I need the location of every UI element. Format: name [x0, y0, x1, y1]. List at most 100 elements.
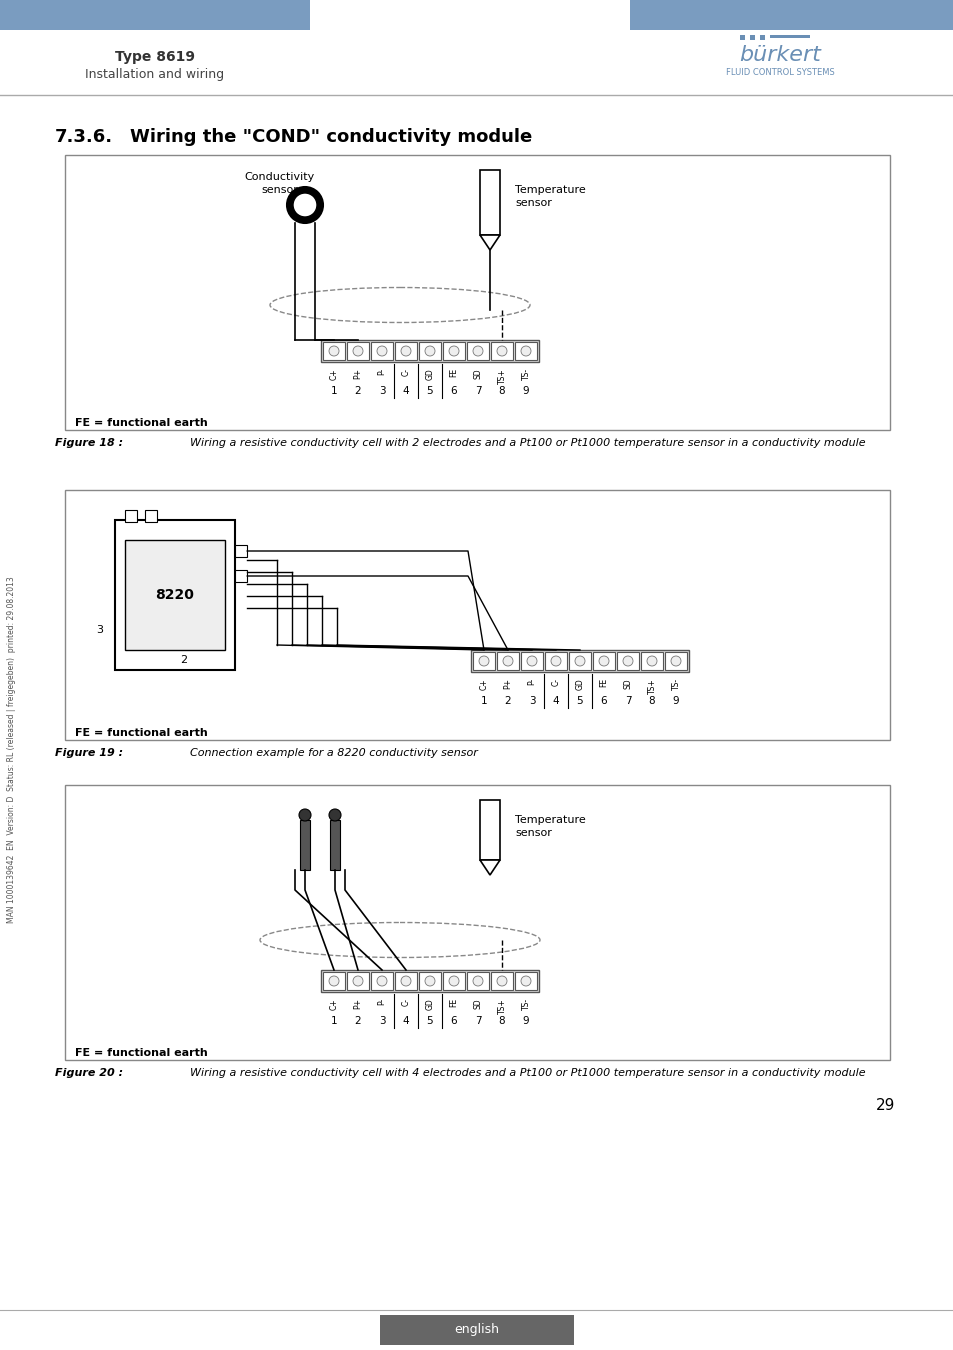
Text: C+: C+ — [329, 369, 338, 379]
Circle shape — [424, 976, 435, 986]
Text: FE = functional earth: FE = functional earth — [75, 418, 208, 428]
Circle shape — [353, 976, 363, 986]
Bar — [515, 342, 537, 360]
Polygon shape — [479, 235, 499, 250]
Bar — [347, 342, 369, 360]
Text: sensor: sensor — [515, 198, 551, 208]
Text: FE: FE — [449, 998, 458, 1007]
Text: bürkert: bürkert — [739, 45, 821, 65]
Bar — [479, 170, 499, 235]
Bar — [467, 972, 489, 990]
Bar — [145, 510, 157, 522]
Circle shape — [298, 809, 311, 821]
Text: TS+: TS+ — [497, 998, 506, 1014]
Bar — [617, 652, 639, 670]
Text: 6: 6 — [450, 386, 456, 396]
Bar — [544, 652, 566, 670]
Text: 5: 5 — [576, 697, 582, 706]
Text: 9: 9 — [522, 386, 529, 396]
Circle shape — [376, 346, 387, 356]
Text: Wiring a resistive conductivity cell with 2 electrodes and a Pt100 or Pt1000 tem: Wiring a resistive conductivity cell wit… — [190, 437, 864, 448]
Bar — [664, 652, 686, 670]
Text: P-: P- — [377, 998, 386, 1006]
Text: TS-: TS- — [671, 678, 679, 690]
Text: P-: P- — [527, 678, 536, 686]
Text: 1: 1 — [480, 697, 487, 706]
Bar — [442, 342, 464, 360]
Text: C+: C+ — [479, 678, 488, 690]
Bar — [234, 545, 247, 558]
Text: FE: FE — [449, 369, 458, 377]
Text: 8: 8 — [648, 697, 655, 706]
Text: 9: 9 — [672, 697, 679, 706]
Text: 1: 1 — [331, 1017, 337, 1026]
Text: P+: P+ — [354, 369, 362, 379]
Text: FE = functional earth: FE = functional earth — [75, 1048, 208, 1058]
Bar — [568, 652, 590, 670]
Circle shape — [329, 976, 338, 986]
Text: GD: GD — [575, 678, 584, 690]
Bar — [467, 342, 489, 360]
Text: Connection example for a 8220 conductivity sensor: Connection example for a 8220 conductivi… — [190, 748, 477, 757]
Circle shape — [622, 656, 633, 666]
Text: Wiring a resistive conductivity cell with 4 electrodes and a Pt100 or Pt1000 tem: Wiring a resistive conductivity cell wit… — [190, 1068, 864, 1079]
Text: Figure 19 :: Figure 19 : — [55, 748, 123, 757]
Circle shape — [376, 976, 387, 986]
Text: Conductivity: Conductivity — [245, 171, 314, 182]
Circle shape — [287, 188, 323, 223]
Circle shape — [526, 656, 537, 666]
Text: MAN 1000139642  EN  Version: D  Status: RL (released | freigegeben)  printed: 29: MAN 1000139642 EN Version: D Status: RL … — [8, 576, 16, 923]
Text: Type 8619: Type 8619 — [115, 50, 194, 63]
Bar — [371, 342, 393, 360]
Circle shape — [449, 346, 458, 356]
Text: 1: 1 — [331, 386, 337, 396]
Text: 8: 8 — [498, 1017, 505, 1026]
Text: GD: GD — [425, 369, 434, 379]
Text: 8220: 8220 — [155, 589, 194, 602]
Bar — [629, 0, 953, 30]
Text: 29: 29 — [875, 1098, 894, 1112]
Polygon shape — [479, 860, 499, 875]
Bar — [395, 972, 416, 990]
Text: FE = functional earth: FE = functional earth — [75, 728, 208, 738]
Circle shape — [400, 346, 411, 356]
Text: C-: C- — [401, 369, 410, 377]
Text: 2: 2 — [504, 697, 511, 706]
Text: SD: SD — [473, 369, 482, 378]
Bar — [760, 35, 764, 40]
Text: SD: SD — [473, 998, 482, 1008]
Text: 3: 3 — [528, 697, 535, 706]
Text: sensor: sensor — [515, 828, 551, 838]
Bar — [593, 652, 615, 670]
Bar — [740, 35, 744, 40]
Text: Temperature: Temperature — [515, 185, 585, 194]
Text: Wiring the "COND" conductivity module: Wiring the "COND" conductivity module — [130, 128, 532, 146]
Bar — [479, 801, 499, 860]
Text: TS+: TS+ — [497, 369, 506, 383]
Text: 7: 7 — [624, 697, 631, 706]
Circle shape — [424, 346, 435, 356]
Text: TS-: TS- — [521, 998, 530, 1010]
Text: Figure 20 :: Figure 20 : — [55, 1068, 123, 1079]
Text: Installation and wiring: Installation and wiring — [86, 68, 224, 81]
Circle shape — [449, 976, 458, 986]
Bar — [371, 972, 393, 990]
Circle shape — [502, 656, 513, 666]
Circle shape — [473, 346, 482, 356]
Circle shape — [400, 976, 411, 986]
Text: 9: 9 — [522, 1017, 529, 1026]
Circle shape — [497, 976, 506, 986]
Text: 3: 3 — [378, 386, 385, 396]
Bar — [515, 972, 537, 990]
Text: 4: 4 — [552, 697, 558, 706]
Text: TS-: TS- — [521, 369, 530, 381]
Bar — [473, 652, 495, 670]
Text: P+: P+ — [354, 998, 362, 1008]
Text: C+: C+ — [329, 998, 338, 1010]
Text: 6: 6 — [600, 697, 607, 706]
Text: FE: FE — [598, 678, 608, 687]
Text: C-: C- — [551, 678, 560, 686]
Text: 7: 7 — [475, 1017, 481, 1026]
Bar — [330, 819, 339, 869]
Text: FLUID CONTROL SYSTEMS: FLUID CONTROL SYSTEMS — [725, 68, 834, 77]
